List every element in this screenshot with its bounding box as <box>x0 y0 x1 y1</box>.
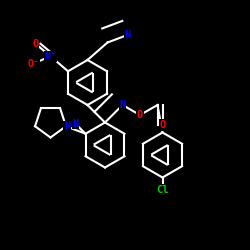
Text: O: O <box>32 39 39 49</box>
Text: N⁺: N⁺ <box>45 51 56 61</box>
Text: N: N <box>64 121 70 131</box>
Text: O: O <box>160 120 166 130</box>
Text: Cl: Cl <box>156 185 169 195</box>
Text: N: N <box>124 30 130 40</box>
Text: O: O <box>137 110 143 120</box>
Text: O⁻: O⁻ <box>27 59 39 69</box>
Text: N: N <box>72 119 79 129</box>
Text: N: N <box>120 100 126 110</box>
